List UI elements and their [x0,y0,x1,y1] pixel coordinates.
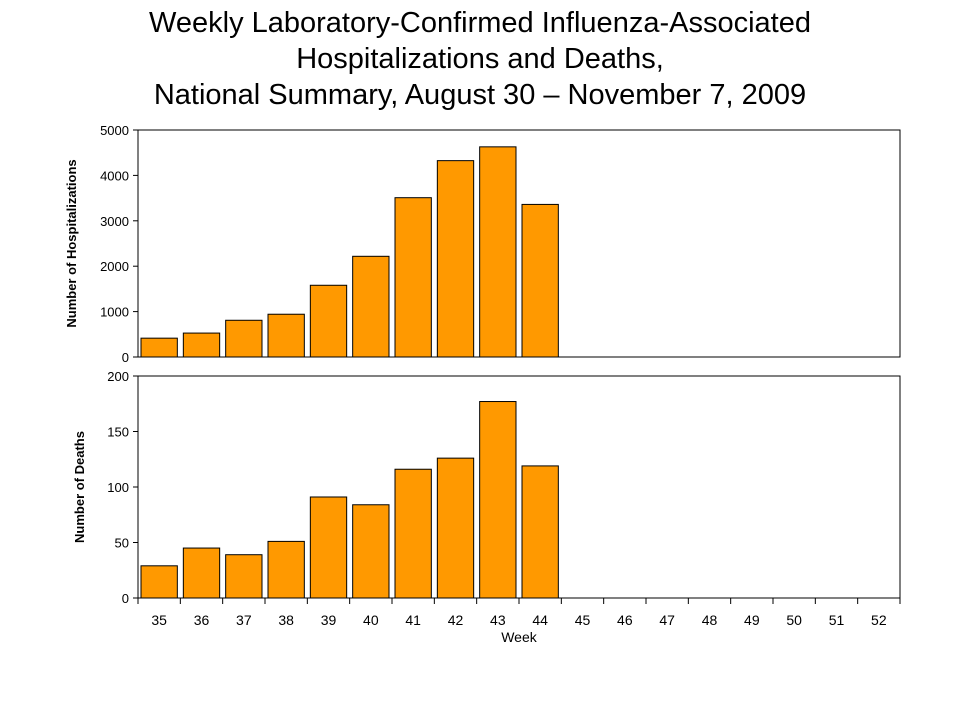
x-tick-label: 51 [829,612,845,628]
title-line-2: Hospitalizations and Deaths, [296,43,664,75]
bar-week-43 [479,401,517,599]
bar-week-41 [394,197,432,358]
x-tick-label: 35 [151,612,167,628]
panel-2: 0 50 100 150 200 Number of Deaths 35 36 37 38 39 40… [72,369,901,645]
bar-week-35 [140,565,178,599]
bar-week-42 [436,457,475,599]
y-tick-label: 0 [122,591,129,606]
chart-title: Weekly Laboratory-Confirmed Influenza-As… [0,5,960,113]
x-tick-label: 50 [786,612,802,628]
title-line-1: Weekly Laboratory-Confirmed Influenza-As… [149,7,811,39]
bar-week-41 [394,468,432,599]
bar-week-39 [309,284,348,358]
x-tick-label: 49 [744,612,760,628]
y-tick-label: 4000 [100,168,129,183]
bar-week-38 [267,313,305,358]
x-tick-label: 48 [702,612,718,628]
bar-week-43 [479,146,517,358]
x-tick-label: 47 [659,612,675,628]
y-tick-label: 3000 [100,214,129,229]
bar-week-37 [225,554,263,599]
bar-week-38 [267,540,305,599]
bar-week-40 [352,504,390,599]
y-tick-label: 150 [107,425,129,440]
y-tick-label: 2000 [100,259,129,274]
y-tick-label: 1000 [100,305,129,320]
bar-week-40 [352,255,390,358]
bar-week-36 [182,332,221,358]
x-tick-label: 52 [871,612,887,628]
x-tick-label: 38 [278,612,294,628]
x-tick-label: 45 [575,612,591,628]
plot-frame [137,129,901,358]
y-tick-label: 100 [107,480,129,495]
title-line-3: National Summary, August 30 – November 7… [153,79,807,111]
bar-week-39 [309,496,348,599]
x-axis-title: Week [501,629,538,645]
bar-week-44 [521,465,559,599]
bar-week-36 [182,547,221,599]
bar-week-44 [521,203,559,358]
y-tick-label: 5000 [100,123,129,138]
x-tick-label: 37 [236,612,252,628]
x-tick-label: 39 [321,612,337,628]
bar-week-37 [225,319,263,358]
x-tick-label: 36 [194,612,210,628]
y-tick-label: 0 [122,350,129,365]
y-tick-label: 50 [115,536,129,551]
x-tick-label: 42 [448,612,464,628]
y-axis-title: Number of Deaths [72,431,87,543]
bar-week-42 [436,160,475,358]
y-axis-title: Number of Hospitalizations [64,159,79,327]
y-tick-label: 200 [107,369,129,384]
bar-week-35 [140,337,178,358]
panel-1: 0 1000 2000 3000 4000 5000 Number of Hospitali… [64,123,901,365]
x-tick-label: 43 [490,612,506,628]
x-tick-label: 41 [405,612,421,628]
x-tick-label: 46 [617,612,633,628]
x-tick-label: 44 [532,612,548,628]
x-tick-label: 40 [363,612,379,628]
